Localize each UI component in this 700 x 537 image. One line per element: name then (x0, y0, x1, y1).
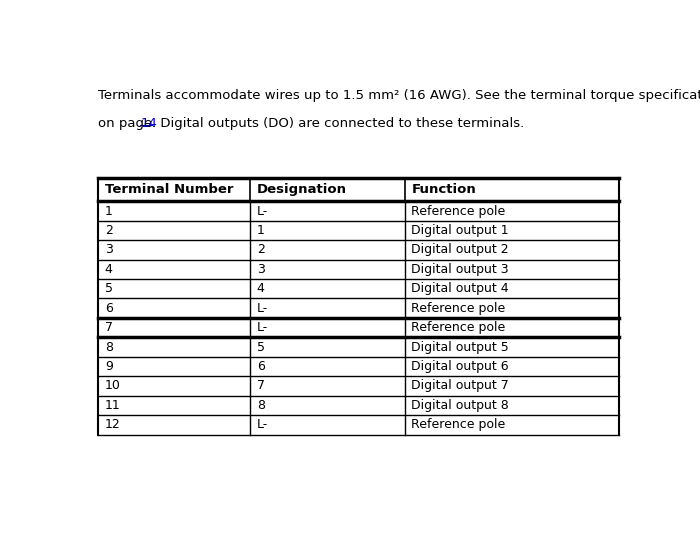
Text: 4: 4 (105, 263, 113, 276)
Text: Terminal Number: Terminal Number (105, 183, 233, 196)
Text: 2: 2 (105, 224, 113, 237)
Text: Reference pole: Reference pole (412, 321, 505, 334)
Text: 2: 2 (257, 243, 265, 256)
Text: 10: 10 (105, 380, 120, 393)
Text: Digital output 7: Digital output 7 (412, 380, 509, 393)
Text: . Digital outputs (DO) are connected to these terminals.: . Digital outputs (DO) are connected to … (152, 118, 524, 130)
Text: 7: 7 (105, 321, 113, 334)
Text: Designation: Designation (257, 183, 346, 196)
Text: Digital output 1: Digital output 1 (412, 224, 509, 237)
Text: 12: 12 (105, 418, 120, 431)
Text: L-: L- (257, 418, 268, 431)
Text: 4: 4 (257, 282, 265, 295)
Text: 6: 6 (257, 360, 265, 373)
Text: L-: L- (257, 321, 268, 334)
Text: Digital output 6: Digital output 6 (412, 360, 509, 373)
Text: 9: 9 (105, 360, 113, 373)
Text: on page: on page (98, 118, 157, 130)
Text: Digital output 8: Digital output 8 (412, 399, 509, 412)
Text: Reference pole: Reference pole (412, 205, 505, 217)
Text: 1: 1 (105, 205, 113, 217)
Text: 5: 5 (257, 340, 265, 353)
Text: Digital output 3: Digital output 3 (412, 263, 509, 276)
Text: 1: 1 (257, 224, 265, 237)
Text: L-: L- (257, 205, 268, 217)
Text: 11: 11 (105, 399, 120, 412)
Text: 6: 6 (105, 302, 113, 315)
Text: 14: 14 (140, 118, 157, 130)
Text: 8: 8 (105, 340, 113, 353)
Text: 7: 7 (257, 380, 265, 393)
Text: Digital output 4: Digital output 4 (412, 282, 509, 295)
Text: Digital output 2: Digital output 2 (412, 243, 509, 256)
Text: Terminals accommodate wires up to 1.5 mm² (16 AWG). See the terminal torque spec: Terminals accommodate wires up to 1.5 mm… (98, 89, 700, 102)
Text: 3: 3 (257, 263, 265, 276)
Text: 8: 8 (257, 399, 265, 412)
Text: Function: Function (412, 183, 476, 196)
Text: Reference pole: Reference pole (412, 302, 505, 315)
Text: 3: 3 (105, 243, 113, 256)
Text: L-: L- (257, 302, 268, 315)
Text: 5: 5 (105, 282, 113, 295)
Text: Digital output 5: Digital output 5 (412, 340, 509, 353)
Text: Reference pole: Reference pole (412, 418, 505, 431)
